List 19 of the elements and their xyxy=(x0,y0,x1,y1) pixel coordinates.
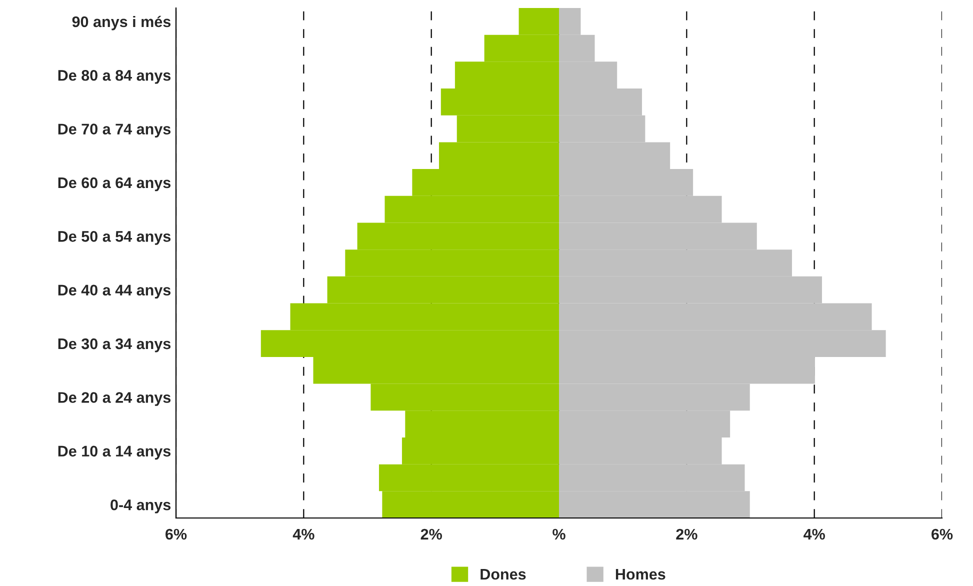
x-tick-label: 6% xyxy=(166,528,187,540)
y-tick-label: 0-4 anys xyxy=(110,499,171,514)
y-tick-label: De 20 a 24 anys xyxy=(58,392,171,406)
y-tick-label: De 10 a 14 anys xyxy=(58,446,171,460)
x-tick-label: 2% xyxy=(676,528,698,540)
x-tick-label: 2% xyxy=(420,528,442,540)
y-tick-label: De 50 a 54 anys xyxy=(58,231,171,245)
legend-label: Dones xyxy=(480,569,526,580)
y-tick-label: De 80 a 84 anys xyxy=(58,70,171,84)
x-tick-label: 6% xyxy=(932,528,953,540)
legend-label: Homes xyxy=(616,569,666,580)
y-tick-label: De 60 a 64 anys xyxy=(58,177,171,192)
y-tick-label: De 30 a 34 anys xyxy=(58,338,171,352)
x-tick-label: % xyxy=(552,528,566,540)
x-tick-label: 4% xyxy=(804,528,825,540)
y-tick-label: 90 anys i més xyxy=(72,16,171,30)
y-tick-label: De 70 a 74 anys xyxy=(58,124,171,138)
x-tick-label: 4% xyxy=(292,528,314,540)
y-tick-label: De 40 a 44 anys xyxy=(58,284,171,299)
